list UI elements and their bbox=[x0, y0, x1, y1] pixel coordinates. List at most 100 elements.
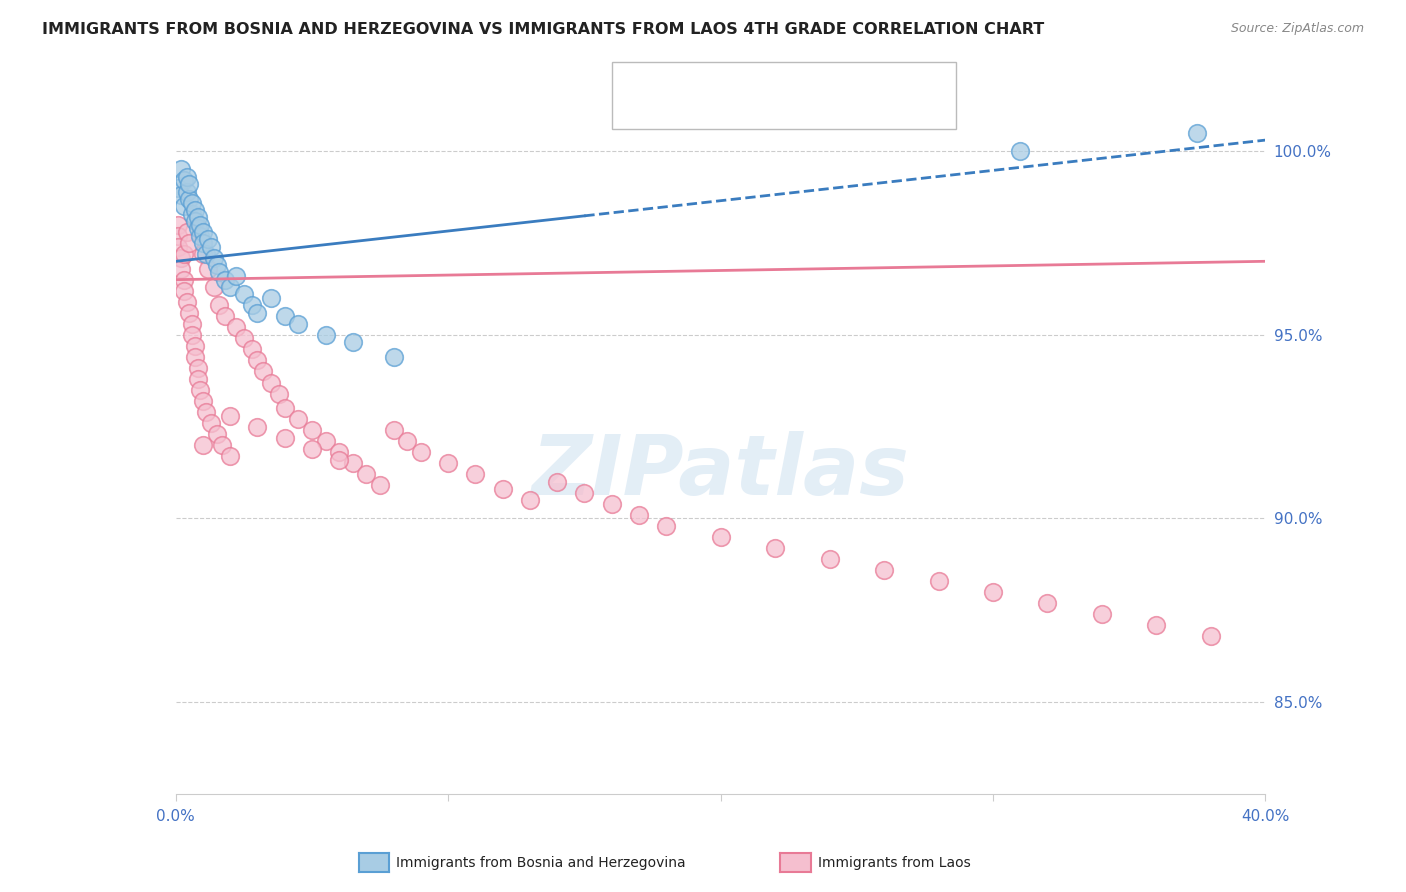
Point bbox=[246, 419, 269, 434]
Point bbox=[167, 228, 190, 243]
Point bbox=[396, 434, 419, 449]
Point bbox=[170, 251, 193, 265]
Text: IMMIGRANTS FROM BOSNIA AND HERZEGOVINA VS IMMIGRANTS FROM LAOS 4TH GRADE CORRELA: IMMIGRANTS FROM BOSNIA AND HERZEGOVINA V… bbox=[42, 22, 1045, 37]
Point bbox=[464, 467, 486, 482]
Point bbox=[342, 335, 364, 350]
Point bbox=[205, 426, 228, 441]
Point bbox=[184, 214, 207, 228]
Point bbox=[600, 497, 623, 511]
Point bbox=[188, 218, 211, 232]
Point bbox=[818, 551, 841, 566]
Point bbox=[382, 423, 405, 437]
Point bbox=[328, 445, 350, 459]
Point bbox=[246, 306, 269, 320]
Point bbox=[179, 306, 201, 320]
Point bbox=[186, 360, 209, 375]
Text: R =: R = bbox=[657, 103, 690, 117]
Point bbox=[246, 353, 269, 368]
Point bbox=[763, 541, 786, 555]
Point bbox=[219, 449, 242, 463]
Point bbox=[274, 431, 297, 445]
Point bbox=[232, 331, 254, 345]
Point bbox=[301, 442, 323, 456]
Point bbox=[219, 409, 242, 423]
Point bbox=[191, 225, 214, 239]
Point bbox=[437, 456, 460, 470]
Point bbox=[181, 206, 204, 220]
Point bbox=[186, 221, 209, 235]
Point bbox=[170, 261, 193, 276]
Point bbox=[219, 280, 242, 294]
Point bbox=[274, 310, 297, 324]
Point bbox=[176, 169, 198, 184]
Point bbox=[191, 247, 214, 261]
Point bbox=[170, 188, 193, 202]
Point bbox=[287, 412, 309, 426]
Point bbox=[179, 235, 201, 250]
Point bbox=[200, 239, 222, 253]
Point bbox=[519, 493, 541, 508]
Text: N =: N = bbox=[762, 103, 796, 117]
Text: 0.251: 0.251 bbox=[703, 73, 751, 87]
Point bbox=[260, 376, 283, 390]
Point bbox=[181, 327, 204, 342]
Text: Immigrants from Laos: Immigrants from Laos bbox=[818, 855, 972, 870]
Point bbox=[382, 350, 405, 364]
Point bbox=[655, 518, 678, 533]
Point bbox=[1010, 144, 1032, 158]
Point bbox=[301, 423, 323, 437]
Point bbox=[186, 211, 209, 225]
Text: N =: N = bbox=[762, 73, 796, 87]
Point bbox=[232, 287, 254, 301]
Point bbox=[627, 508, 650, 522]
Point bbox=[225, 320, 247, 334]
Point bbox=[260, 291, 283, 305]
Point bbox=[211, 438, 233, 452]
Point bbox=[167, 181, 190, 195]
Point bbox=[269, 386, 291, 401]
Text: R =: R = bbox=[657, 73, 690, 87]
Point bbox=[1199, 629, 1222, 643]
Point bbox=[546, 475, 568, 489]
Point bbox=[173, 284, 195, 298]
Point bbox=[202, 280, 225, 294]
Point bbox=[173, 247, 195, 261]
Point bbox=[1091, 607, 1114, 621]
Text: 73: 73 bbox=[801, 103, 823, 117]
Point bbox=[176, 294, 198, 309]
Text: ZIPatlas: ZIPatlas bbox=[531, 431, 910, 512]
Point bbox=[167, 239, 190, 253]
Point bbox=[176, 225, 198, 239]
Point bbox=[710, 530, 733, 544]
Point bbox=[873, 563, 896, 577]
Point bbox=[225, 268, 247, 283]
Text: 0.0%: 0.0% bbox=[156, 808, 195, 823]
Text: 39: 39 bbox=[801, 73, 823, 87]
Point bbox=[1187, 126, 1209, 140]
Point bbox=[368, 478, 391, 492]
Point bbox=[181, 317, 204, 331]
Point bbox=[188, 228, 211, 243]
Point bbox=[181, 195, 204, 210]
Point bbox=[315, 327, 337, 342]
Point bbox=[214, 310, 236, 324]
Point bbox=[188, 383, 211, 397]
Point bbox=[186, 372, 209, 386]
Point bbox=[1144, 618, 1167, 632]
Point bbox=[202, 251, 225, 265]
Point bbox=[492, 482, 515, 496]
Point bbox=[315, 434, 337, 449]
Point bbox=[214, 273, 236, 287]
Point bbox=[197, 261, 219, 276]
Point bbox=[240, 298, 263, 312]
Point bbox=[191, 393, 214, 408]
Text: Source: ZipAtlas.com: Source: ZipAtlas.com bbox=[1230, 22, 1364, 36]
Point bbox=[173, 173, 195, 187]
Point bbox=[167, 218, 190, 232]
Point bbox=[981, 585, 1004, 599]
Point bbox=[191, 438, 214, 452]
Point bbox=[928, 574, 950, 588]
Point bbox=[274, 401, 297, 416]
Text: 0.040: 0.040 bbox=[703, 103, 751, 117]
Point bbox=[328, 452, 350, 467]
